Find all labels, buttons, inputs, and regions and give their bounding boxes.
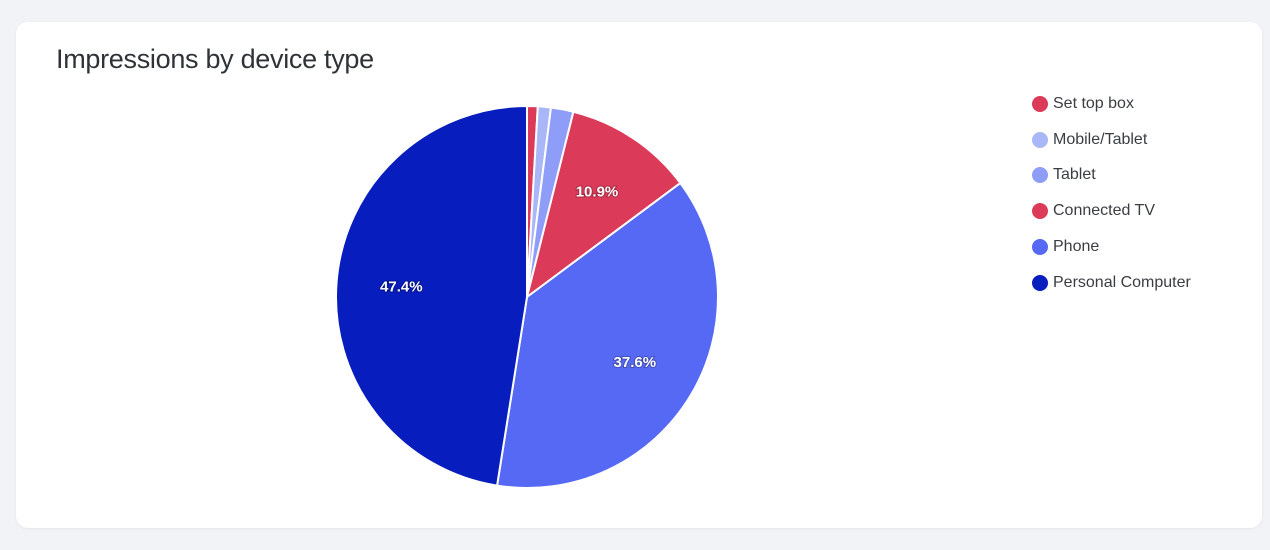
legend-swatch-icon bbox=[1032, 95, 1048, 112]
legend-item-mobile-tablet[interactable]: Mobile/Tablet bbox=[1032, 122, 1191, 158]
legend-swatch-icon bbox=[1032, 167, 1048, 184]
chart-title: Impressions by device type bbox=[56, 44, 374, 74]
legend-item-personal-computer[interactable]: Personal Computer bbox=[1032, 265, 1191, 301]
legend-item-phone[interactable]: Phone bbox=[1032, 229, 1191, 265]
legend-label: Connected TV bbox=[1053, 202, 1155, 220]
pie-slice-connected-tv[interactable] bbox=[526, 110, 682, 298]
legend-label: Tablet bbox=[1053, 166, 1096, 184]
legend-item-set-top-box[interactable]: Set top box bbox=[1032, 86, 1191, 122]
legend-item-connected-tv[interactable]: Connected TV bbox=[1032, 193, 1191, 229]
legend-label: Set top box bbox=[1053, 94, 1134, 112]
pie-slice-personal-computer[interactable] bbox=[335, 105, 528, 487]
legend-swatch-icon bbox=[1032, 274, 1048, 291]
data-label-personal-computer: 47.4% bbox=[380, 279, 423, 296]
legend-label: Mobile/Tablet bbox=[1053, 130, 1148, 148]
legend-label: Personal Computer bbox=[1053, 273, 1191, 291]
legend-label: Phone bbox=[1053, 238, 1100, 256]
chart-legend: Set top box Mobile/Tablet Tablet Connected … bbox=[1032, 86, 1191, 301]
legend-swatch-icon bbox=[1032, 203, 1048, 220]
pie-chart: 10.9% 37.6% 47.4% bbox=[335, 105, 719, 489]
data-label-connected-tv: 10.9% bbox=[576, 184, 619, 201]
pie-slice-phone[interactable] bbox=[496, 182, 719, 489]
data-label-phone: 37.6% bbox=[614, 354, 657, 371]
legend-item-tablet[interactable]: Tablet bbox=[1032, 158, 1191, 194]
legend-swatch-icon bbox=[1032, 239, 1048, 256]
chart-card: Impressions by device type 10.9% 37.6% 47.… bbox=[16, 22, 1262, 528]
legend-swatch-icon bbox=[1032, 131, 1048, 148]
